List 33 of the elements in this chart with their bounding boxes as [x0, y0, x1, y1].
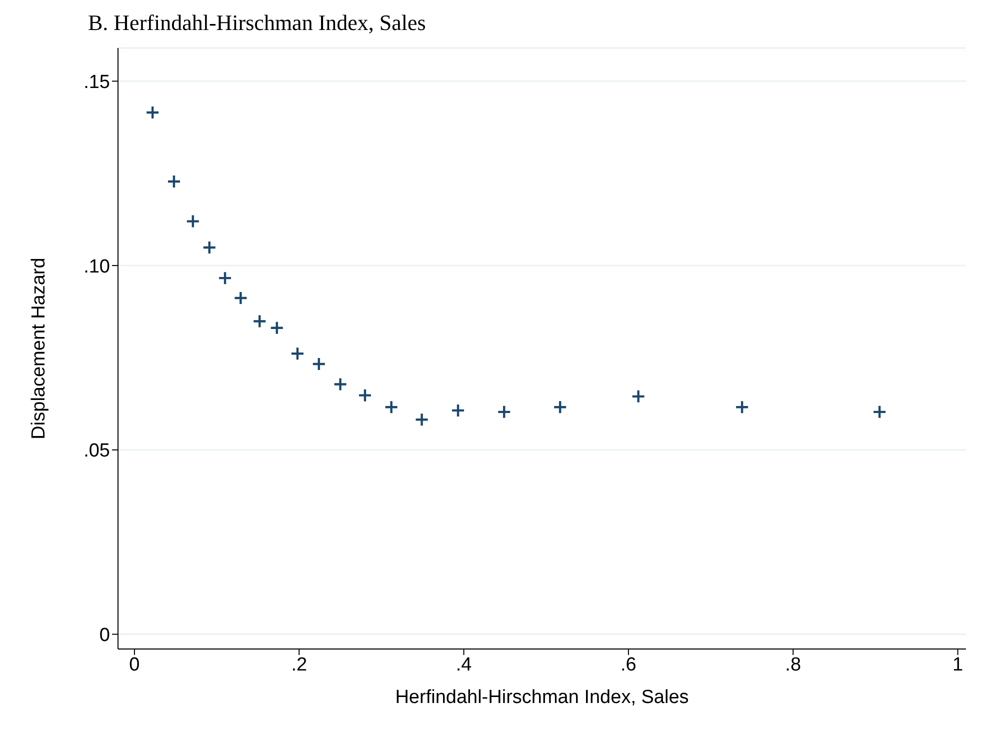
point	[312, 356, 326, 372]
point	[384, 400, 398, 414]
point	[166, 174, 182, 189]
point	[145, 105, 160, 120]
point	[734, 400, 750, 414]
x-tick-label: .2	[291, 654, 308, 676]
x-tick-label: 0	[129, 654, 140, 676]
x-tick-label: .4	[456, 654, 472, 676]
point	[358, 388, 372, 402]
x-axis-title: Herfindahl-Hirschman Index, Sales	[395, 687, 689, 708]
point	[270, 320, 284, 335]
y-axis-title: Displacement Hazard	[28, 258, 50, 440]
y-tick-label: .10	[84, 256, 110, 278]
x-tick-label: 1	[952, 654, 964, 676]
point	[290, 346, 305, 361]
x-tick-label: .8	[785, 654, 802, 676]
y-tick-label: .05	[84, 440, 110, 462]
point	[186, 214, 200, 228]
point	[450, 403, 466, 418]
point	[234, 290, 248, 306]
point	[553, 400, 568, 414]
point	[872, 404, 887, 420]
x-tick-label: .6	[620, 654, 636, 676]
point	[202, 240, 216, 255]
point	[252, 314, 267, 328]
point	[333, 377, 348, 392]
point	[414, 412, 429, 427]
y-tick-label: 0	[99, 624, 110, 646]
point	[631, 389, 646, 404]
point	[218, 270, 232, 286]
chart-title: B. Herfindahl-Hirschman Index, Sales	[87, 9, 427, 37]
y-tick-label: .15	[84, 72, 110, 93]
point	[497, 404, 512, 420]
